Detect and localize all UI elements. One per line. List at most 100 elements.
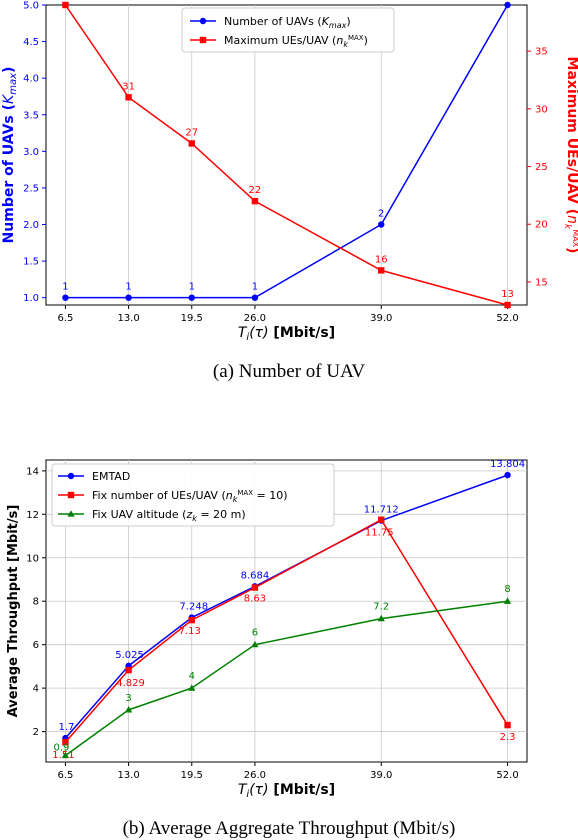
plot-a-point [251, 294, 259, 301]
plot-a-data-label: 2 [378, 209, 384, 220]
plot-a-ytick-left-label: 5.0 [23, 1, 39, 12]
plot-b-data-label: 7.13 [179, 626, 201, 637]
plot-b-data-label: 1.7 [58, 722, 74, 733]
plot-b-data-label: 7.2 [373, 602, 389, 613]
plot-b-point [504, 721, 511, 729]
plot-a-point [62, 294, 69, 301]
plot-a-ytick-right-label: 35 [535, 47, 548, 58]
plot-b-point [188, 616, 195, 624]
plot-b-series-line [64, 474, 508, 739]
plot-b-point [504, 471, 511, 479]
plot-b-data-label: 13.804 [490, 459, 525, 470]
plot-b-data-label: 7.248 [179, 602, 208, 613]
plot-b-series-line [64, 600, 508, 757]
plot-b-point [251, 640, 259, 648]
plot-b-ytick-label: 14 [26, 466, 39, 477]
plot-a-data-label: 22 [249, 185, 262, 196]
plot-a-point [188, 294, 195, 301]
plot-b-point [188, 684, 196, 691]
plot-a-ytick-left-label: 4.5 [23, 37, 39, 48]
plot-b-ylabel: Average Throughput [Mbit/s] [6, 505, 21, 718]
plot-b-data-label: 4.829 [116, 678, 145, 689]
plot-a-series-line [64, 4, 508, 306]
plot-a-frame [45, 4, 528, 306]
plot-b-xtick-label: 52.0 [496, 770, 518, 781]
plot-a-legend-label: Maximum UEs/UAV (nkMAX) [224, 34, 368, 49]
plot-a-ytick-left-label: 4.0 [23, 74, 39, 85]
plot-a-xtick-label: 52.0 [496, 313, 518, 324]
plot-b-point [503, 597, 512, 604]
plot-b-ytick-label: 2 [33, 727, 39, 738]
plot-b-xtick-label: 13.0 [117, 770, 139, 781]
plot-a-ylabel-left: Number of UAVs (Kmax) [1, 67, 19, 244]
plot-a-point [188, 140, 195, 147]
plot-b-data-label: 3 [125, 693, 131, 704]
plot-a-legend-marker [199, 36, 207, 44]
plot-b-legend-marker [67, 491, 75, 499]
plot-a-xlabel: Ti(τ) [Mbit/s] [238, 325, 335, 343]
plot-b-data-label: 8 [504, 584, 510, 595]
plot-b-data-label: 0.9 [53, 742, 69, 753]
plot-b-point [61, 751, 70, 759]
plot-a-data-label: 1 [189, 282, 195, 293]
plot-a-xtick-label: 39.0 [370, 313, 392, 324]
plot-b-ytick-label: 12 [26, 510, 39, 521]
plot-b-data-label: 4 [189, 671, 195, 682]
plot-a-data-label: 13 [501, 289, 514, 300]
plot-b-ytick-label: 10 [26, 553, 39, 564]
plot-a-legend-box [181, 7, 395, 53]
plot-b-point [125, 666, 132, 674]
plot-b-legend-box [51, 463, 335, 527]
plot-a-ytick-right-label: 20 [535, 220, 548, 231]
plot-b-series-line [64, 518, 509, 743]
plot-a-ytick-left-label: 3.5 [23, 110, 39, 121]
plot-a-point [251, 197, 259, 205]
plot-a-ytick-left-label: 1.5 [23, 257, 39, 268]
plot-a-data-label: 31 [122, 81, 135, 92]
plot-b-legend-label: EMTAD [92, 470, 130, 483]
plot-b-xtick-label: 19.5 [181, 770, 203, 781]
plot-a-point [504, 301, 511, 309]
plot-a-series-line [65, 4, 509, 299]
plot-a-data-label: 1 [125, 282, 131, 293]
plot-b-point [378, 516, 385, 523]
plot-b-data-label: 8.63 [244, 594, 266, 605]
plot-b-data-label: 2.3 [500, 732, 516, 743]
plot-a-ytick-right-label: 25 [535, 162, 548, 173]
plot-a-data-label: 16 [375, 254, 388, 265]
caption-a: (a) Number of UAV [212, 361, 366, 382]
plot-a-data-label: 1 [252, 282, 258, 293]
plot-a-legend-marker [199, 17, 207, 25]
plot-b-xtick-label: 6.5 [57, 770, 73, 781]
plot-a-ytick-left-label: 2.5 [23, 183, 39, 194]
plot-a-point [504, 1, 511, 9]
plot-b-data-label: 11.75 [365, 528, 394, 539]
plot-b-legend-marker [67, 510, 75, 517]
plot-a-ytick-right-label: 15 [535, 277, 548, 288]
plot-b-legend-label: Fix UAV altitude (zk = 20 m) [92, 508, 246, 523]
plot-b-frame [45, 459, 528, 763]
plot-b-xtick-label: 39.0 [370, 770, 392, 781]
plot-a-point [378, 267, 385, 274]
plot-a-xtick-label: 13.0 [117, 313, 139, 324]
plot-a-legend-label: Number of UAVs (Kmax) [224, 15, 351, 30]
plot-b-point [124, 706, 133, 713]
plot-b-xlabel: Ti(τ) [Mbit/s] [238, 782, 335, 800]
plot-a-xtick-label: 19.5 [181, 313, 203, 324]
plot-a-point [62, 1, 69, 9]
plot-b-legend-marker [67, 472, 75, 480]
plot-a-ytick-right-label: 30 [535, 104, 548, 115]
plot-a-ytick-left-label: 3.0 [23, 147, 39, 158]
plot-a-xtick-label: 26.0 [244, 313, 266, 324]
plot-b-ytick-label: 6 [33, 640, 39, 651]
plot-a-data-label: 1 [62, 282, 68, 293]
plot-b-xtick-label: 26.0 [244, 770, 266, 781]
plot-b-ytick-label: 4 [33, 684, 39, 695]
plot-a-ytick-left-label: 2.0 [23, 220, 39, 231]
plot-b-point [62, 739, 69, 746]
plot-b-data-label: 6 [252, 628, 258, 639]
plot-b-legend-label: Fix number of UEs/UAV (nkMAX = 10) [92, 489, 288, 504]
plot-b-point [251, 584, 259, 591]
plot-b-ytick-label: 8 [33, 597, 39, 608]
plot-a-ytick-left-label: 1.0 [23, 293, 39, 304]
